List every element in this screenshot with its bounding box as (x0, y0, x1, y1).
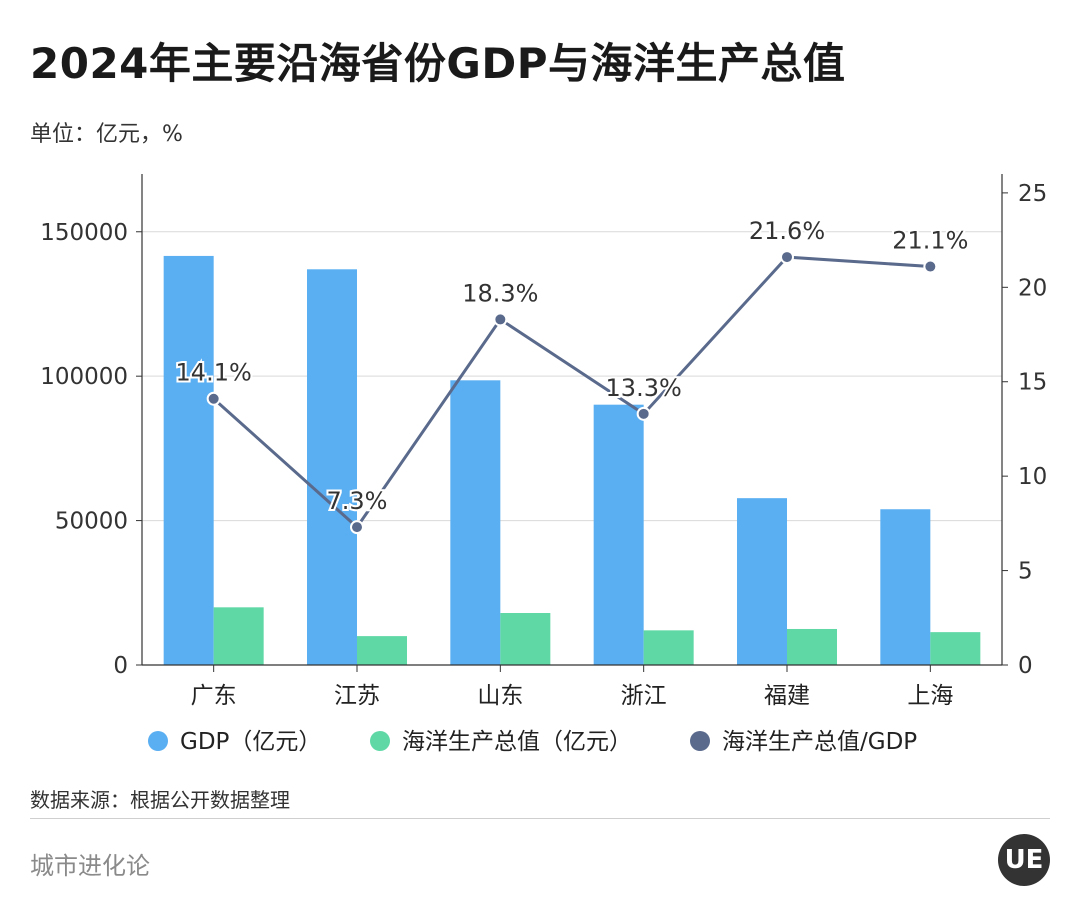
right-tick-label: 25 (1018, 181, 1047, 207)
gdp-bar (880, 509, 931, 665)
ratio-point (923, 259, 938, 274)
right-tick-label: 20 (1018, 275, 1047, 301)
legend: GDP（亿元） 海洋生产总值（亿元） 海洋生产总值/GDP (148, 729, 917, 755)
left-tick-label: 150000 (40, 220, 128, 246)
left-tick-label: 0 (113, 653, 128, 679)
legend-marker (370, 731, 390, 751)
brand-name: 城市进化论 (30, 852, 150, 880)
ratio-line: 14.1% 7.3% 18.3% 13.3% 21.6% 21.1% (174, 215, 970, 535)
category-label: 上海 (907, 683, 953, 709)
ratio-point (780, 250, 794, 265)
left-tick-label: 100000 (40, 364, 128, 390)
gdp-bar (450, 380, 501, 665)
legend-marker (148, 731, 168, 751)
chart-title: 2024年主要沿海省份GDP与海洋生产总值 (30, 39, 846, 88)
ocean-bar (643, 630, 694, 665)
legend-label: 海洋生产总值（亿元） (402, 729, 632, 755)
ratio-point (493, 312, 508, 327)
category-label: 福建 (764, 683, 810, 709)
ratio-point (636, 406, 651, 421)
ocean-bar (930, 632, 981, 665)
ratio-data-label: 14.1% (176, 359, 252, 387)
ocean-bar (787, 628, 837, 665)
right-tick-label: 5 (1018, 559, 1033, 585)
left-tick-label: 50000 (55, 509, 128, 535)
ratio-series-line (212, 255, 931, 530)
right-tick-label: 0 (1018, 653, 1033, 679)
ratio-data-label: 21.1% (892, 227, 968, 255)
ocean-bar (500, 613, 551, 665)
category-label: 山东 (477, 683, 523, 709)
right-tick-label: 15 (1018, 370, 1047, 396)
category-label: 浙江 (621, 683, 667, 709)
ocean-bar (213, 607, 264, 665)
ratio-point (206, 391, 221, 406)
bars (163, 255, 981, 666)
combo-chart: 0 50000 100000 150000 0 5 10 15 20 25 广东 江苏 山东 浙江 福建 上海… (40, 174, 1047, 755)
gdp-bar (307, 269, 357, 665)
source-note: 数据来源：根据公开数据整理 (30, 788, 290, 812)
brand-logo: UE (998, 834, 1050, 886)
unit-label: 单位：亿元，% (30, 122, 183, 147)
ratio-data-label: 18.3% (462, 279, 538, 307)
category-label: 广东 (191, 683, 237, 709)
ocean-bar (357, 636, 407, 665)
ratio-data-label: 13.3% (606, 374, 682, 402)
gdp-bar (737, 498, 787, 665)
legend-label: 海洋生产总值/GDP (722, 729, 917, 755)
legend-label: GDP（亿元） (180, 729, 321, 755)
axes: 0 50000 100000 150000 0 5 10 15 20 25 广东 江苏 山东 浙江 福建 上海 (40, 174, 1047, 709)
gdp-bar (593, 404, 644, 665)
gdp-bar (163, 255, 214, 666)
right-tick-label: 10 (1018, 464, 1047, 490)
ratio-point (350, 520, 364, 535)
grid-lines (142, 231, 1002, 522)
ratio-data-label: 7.3% (327, 487, 388, 515)
category-label: 江苏 (334, 683, 380, 709)
ratio-data-label: 21.6% (749, 217, 825, 245)
legend-marker (690, 731, 710, 751)
divider (30, 818, 1050, 819)
